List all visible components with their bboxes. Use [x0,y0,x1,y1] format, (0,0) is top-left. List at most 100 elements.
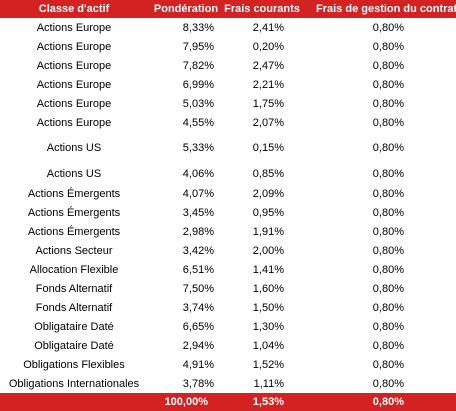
value-cell: 0,80% [372,282,404,295]
value-cell: 0,80% [372,78,404,91]
value-cell: 0,80% [372,339,404,352]
value-cell: 0,80% [372,206,404,219]
value-cell: 1,41% [252,263,284,276]
table-row: Actions Europe 6,99% 2,21% 0,80% [0,75,456,94]
value-cell: 1,60% [252,282,284,295]
header-cell: Frais de gestion du contrat [316,3,456,15]
value-cell: 2,07% [252,116,284,129]
table-row: Actions Europe 7,95% 0,20% 0,80% [0,37,456,56]
value-cell: 0,80% [372,244,404,257]
value-cell: 0,80% [372,116,404,129]
asset-class: Fonds Alternatif [35,301,113,314]
asset-class: Actions Europe [36,21,112,34]
value-cell: 1,11% [253,377,284,390]
value-cell: 2,94% [182,339,214,352]
value-cell: 0,80% [372,225,404,238]
value-cell: 6,65% [182,320,214,333]
table-row: Obligataire Daté 2,94% 1,04% 0,80% [0,336,456,355]
value-cell: 0,80% [372,358,404,371]
value-cell: 0,80% [372,320,404,333]
table-row: Fonds Alternatif 3,74% 1,50% 0,80% [0,298,456,317]
value-cell: 4,91% [182,358,214,371]
value-cell: 3,45% [182,206,214,219]
header-cell: Frais courants [224,3,300,15]
table-row: Actions US 4,06% 0,85% 0,80% [0,164,456,184]
table-row: Allocation Flexible 6,51% 1,41% 0,80% [0,260,456,279]
value-cell: 5,03% [182,97,214,110]
asset-class: Actions Émergents [27,187,121,200]
asset-class: Actions US [46,168,102,180]
value-cell: 0,80% [372,301,404,314]
value-cell: 7,82% [182,59,214,72]
total-cell: 0,80% [372,396,404,408]
asset-class: Actions Europe [36,40,112,53]
table-row: Actions Europe 7,82% 2,47% 0,80% [0,56,456,75]
table-row: Actions Europe 4,55% 2,07% 0,80% [0,113,456,132]
header-cell: Classe d'actif [38,3,110,15]
value-cell: 1,91% [252,225,284,238]
asset-class: Actions Europe [36,78,112,91]
asset-class: Actions US [46,142,102,154]
value-cell: 0,95% [252,206,284,219]
value-cell: 5,33% [182,142,214,154]
asset-class: Actions Europe [36,116,112,129]
table-row: Actions US 5,33% 0,15% 0,80% [0,132,456,164]
table-row: Actions Émergents 3,45% 0,95% 0,80% [0,203,456,222]
table-row: Actions Europe 5,03% 1,75% 0,80% [0,94,456,113]
value-cell: 2,47% [252,59,284,72]
asset-class: Actions Secteur [35,244,113,257]
table-row: Obligations Internationales 3,78% 1,11% 0,8… [0,374,456,393]
value-cell: 4,07% [182,187,214,200]
asset-class: Allocation Flexible [29,263,119,276]
value-cell: 2,98% [182,225,214,238]
total-cell: 1,53% [252,396,284,408]
asset-class: Actions Europe [36,97,112,110]
value-cell: 2,21% [252,78,284,91]
asset-class: Obligations Flexibles [23,358,125,371]
table-row: Actions Émergents 4,07% 2,09% 0,80% [0,184,456,203]
value-cell: 0,80% [372,21,404,34]
value-cell: 0,80% [372,97,404,110]
value-cell: 6,99% [182,78,214,91]
value-cell: 4,55% [182,116,214,129]
value-cell: 1,52% [252,358,284,371]
table-row: Actions Secteur 3,42% 2,00% 0,80% [0,241,456,260]
value-cell: 2,09% [252,187,284,200]
table-row: Actions Europe 8,33% 2,41% 0,80% [0,18,456,37]
header-cell: Pondération [153,3,219,15]
value-cell: 8,33% [182,21,214,34]
value-cell: 3,78% [182,377,214,390]
value-cell: 7,95% [182,40,214,53]
value-cell: 0,80% [372,40,404,53]
asset-class: Fonds Alternatif [35,282,113,295]
value-cell: 1,30% [252,320,284,333]
table-row: Obligations Flexibles 4,91% 1,52% 0,80% [0,355,456,374]
value-cell: 0,80% [372,187,404,200]
footer-row: 100,00% 1,53% 0,80% [0,393,456,411]
header-row: Classe d'actif Pondération Frais courants F… [0,0,456,18]
value-cell: 7,50% [182,282,214,295]
value-cell: 0,85% [252,168,284,180]
value-cell: 4,06% [182,168,214,180]
value-cell: 2,00% [252,244,284,257]
value-cell: 0,80% [372,263,404,276]
asset-class: Actions Émergents [27,225,121,238]
value-cell: 6,51% [182,263,214,276]
value-cell: 0,80% [372,377,404,390]
value-cell: 0,80% [372,142,404,154]
table-row: Obligataire Daté 6,65% 1,30% 0,80% [0,317,456,336]
total-cell: 100,00% [164,396,208,408]
value-cell: 1,50% [252,301,284,314]
value-cell: 0,15% [252,142,284,154]
table-row: Actions Émergents 2,98% 1,91% 0,80% [0,222,456,241]
value-cell: 3,42% [182,244,214,257]
value-cell: 0,80% [372,59,404,72]
value-cell: 2,41% [252,21,284,34]
value-cell: 3,74% [182,301,214,314]
asset-class: Obligations Internationales [8,377,140,390]
value-cell: 1,75% [252,97,284,110]
value-cell: 0,20% [252,40,284,53]
asset-class: Obligataire Daté [34,339,114,352]
value-cell: 1,04% [252,339,284,352]
